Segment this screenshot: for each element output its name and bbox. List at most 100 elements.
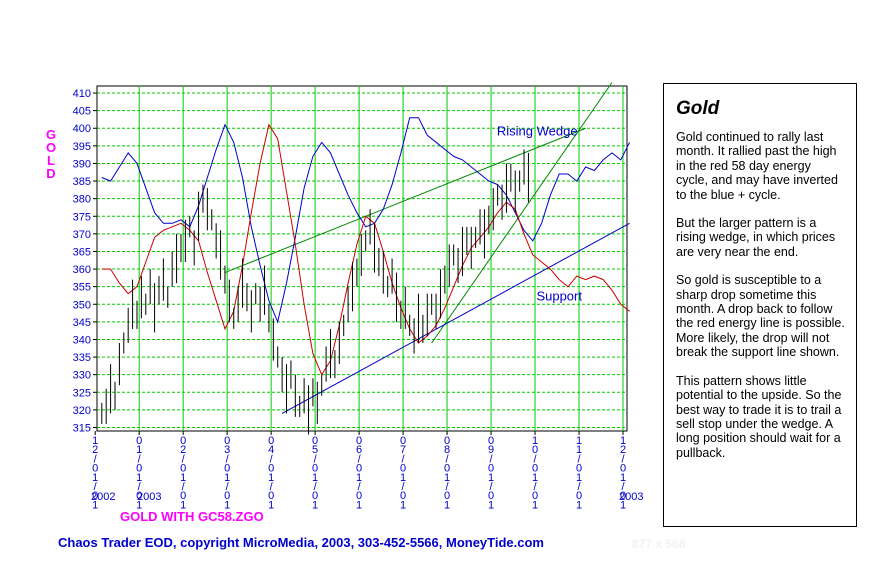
x-tick-label: 0 xyxy=(400,490,406,502)
x-tick-label: 0 xyxy=(180,490,186,502)
x-tick-label: 0 xyxy=(312,463,318,475)
x-tick-label: 0 xyxy=(488,463,494,475)
x-tick-label: / xyxy=(94,481,98,493)
x-tick-label: / xyxy=(314,481,318,493)
x-tick-label: 0 xyxy=(268,490,274,502)
trendlines xyxy=(224,82,630,414)
x-tick-label: / xyxy=(182,481,186,493)
commentary-paragraph: Gold continued to rally last month. It r… xyxy=(676,130,838,202)
x-tick-label: 0 xyxy=(224,490,230,502)
y-tick-label: 350 xyxy=(73,299,91,311)
x-tick-label: 0 xyxy=(576,490,582,502)
price-bars xyxy=(101,149,529,435)
x-tick-label: / xyxy=(446,453,450,465)
y-tick-label: 360 xyxy=(73,264,91,276)
x-tick-label: 0 xyxy=(356,435,362,447)
x-tick-label: 1 xyxy=(224,499,230,511)
year-label-start-next: 2003 xyxy=(137,491,162,503)
x-tick-label: 0 xyxy=(576,463,582,475)
x-tick-label: 1 xyxy=(532,499,538,511)
x-tick-label: 0 xyxy=(444,435,450,447)
x-tick-label: 2 xyxy=(92,444,98,456)
x-tick-label: 0 xyxy=(224,435,230,447)
x-tick-label: 8 xyxy=(444,444,450,456)
x-tick-label: 1 xyxy=(268,499,274,511)
x-tick-label: 1 xyxy=(576,435,582,447)
x-axis: 12/01/0101/01/0102/01/0103/01/0104/01/01… xyxy=(92,431,626,511)
x-tick-label: 0 xyxy=(620,463,626,475)
y-tick-label: 335 xyxy=(73,352,91,364)
y-tick-label: 395 xyxy=(73,141,91,153)
x-tick-label: / xyxy=(577,453,581,465)
x-tick-label: 1 xyxy=(92,499,98,511)
trendline-wedge-lower xyxy=(431,82,613,344)
size-note: 877 x 568 xyxy=(632,537,686,551)
x-tick-label: / xyxy=(490,481,494,493)
x-tick-label: / xyxy=(226,481,230,493)
x-tick-label: 7 xyxy=(400,444,406,456)
commentary-paragraph: But the larger pattern is a rising wedge… xyxy=(676,216,836,259)
x-tick-label: / xyxy=(94,453,98,465)
x-tick-label: 4 xyxy=(268,444,274,456)
grid xyxy=(97,86,627,431)
x-tick-label: 1 xyxy=(312,472,318,484)
trendline-support xyxy=(281,222,630,414)
x-tick-label: 5 xyxy=(312,444,318,456)
x-tick-label: 1 xyxy=(180,472,186,484)
y-tick-label: 325 xyxy=(73,387,91,399)
x-tick-label: 1 xyxy=(356,499,362,511)
file-label: GOLD WITH GC58.ZGO xyxy=(120,509,264,524)
x-tick-label: / xyxy=(534,453,538,465)
trendline-wedge-upper xyxy=(224,127,586,274)
y-tick-label: 345 xyxy=(73,317,91,329)
x-tick-label: 1 xyxy=(444,499,450,511)
y-tick-label: 410 xyxy=(73,88,91,100)
x-tick-label: 1 xyxy=(576,472,582,484)
x-tick-label: 0 xyxy=(92,463,98,475)
y-tick-label: 390 xyxy=(73,158,91,170)
x-tick-label: / xyxy=(621,481,625,493)
y-axis-title-letter: G xyxy=(45,127,57,142)
x-tick-label: 1 xyxy=(224,472,230,484)
x-tick-label: 0 xyxy=(180,463,186,475)
y-tick-label: 385 xyxy=(73,176,91,188)
y-tick-label: 400 xyxy=(73,123,91,135)
x-tick-label: 1 xyxy=(576,499,582,511)
commentary-title: Gold xyxy=(676,98,720,119)
x-tick-label: 2 xyxy=(620,444,626,456)
x-tick-label: 3 xyxy=(224,444,230,456)
year-label-start: 2002 xyxy=(91,491,116,503)
x-tick-label: 0 xyxy=(312,490,318,502)
x-tick-label: 0 xyxy=(92,490,98,502)
commentary-paragraph: So gold is susceptible to a sharp drop s… xyxy=(676,273,845,360)
x-tick-label: / xyxy=(577,481,581,493)
x-tick-label: 1 xyxy=(92,435,98,447)
x-tick-label: 9 xyxy=(488,444,494,456)
y-tick-label: 405 xyxy=(73,106,91,118)
y-tick-label: 330 xyxy=(73,370,91,382)
x-tick-label: / xyxy=(270,453,274,465)
x-tick-label: 0 xyxy=(444,490,450,502)
x-tick-label: 1 xyxy=(400,499,406,511)
x-tick-label: 1 xyxy=(444,472,450,484)
x-tick-label: 1 xyxy=(400,472,406,484)
annotation-label: Rising Wedge xyxy=(497,123,578,138)
y-tick-label: 375 xyxy=(73,211,91,223)
y-tick-label: 355 xyxy=(73,282,91,294)
x-tick-label: 0 xyxy=(400,463,406,475)
x-tick-label: 0 xyxy=(224,463,230,475)
x-tick-label: 0 xyxy=(532,444,538,456)
x-tick-label: 1 xyxy=(312,499,318,511)
y-tick-label: 340 xyxy=(73,334,91,346)
y-tick-label: 380 xyxy=(73,194,91,206)
x-tick-label: / xyxy=(270,481,274,493)
year-label-end: 2003 xyxy=(619,491,644,503)
annotation-label: Support xyxy=(536,289,582,304)
x-tick-label: 1 xyxy=(532,435,538,447)
y-tick-label: 370 xyxy=(73,229,91,241)
x-tick-label: / xyxy=(226,453,230,465)
x-tick-label: 1 xyxy=(136,472,142,484)
x-tick-label: / xyxy=(402,481,406,493)
